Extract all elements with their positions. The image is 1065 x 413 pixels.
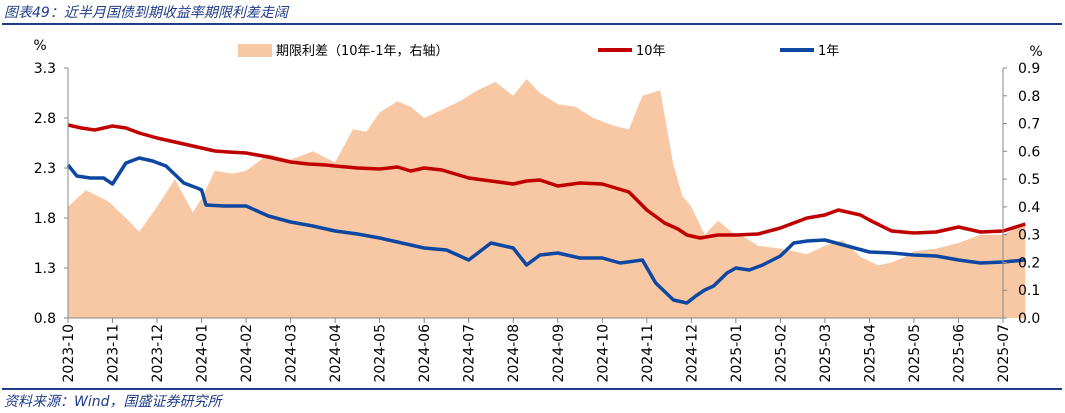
- right-tick-label: 0.7: [1018, 117, 1040, 133]
- x-tick-label: 2024-02: [239, 324, 255, 383]
- figure-source: 资料来源：Wind，国盛证券研究所: [4, 394, 222, 410]
- right-tick-label: 0.1: [1018, 283, 1040, 299]
- x-tick-label: 2024-06: [417, 324, 433, 383]
- x-tick-label: 2024-10: [595, 324, 611, 383]
- series-line-1y: [66, 156, 1026, 305]
- yield-spread-chart: 期限利差（10年-1年，右轴） 10年 1年 0.8 1.3 1.8 2.3 2.8 3.3%…: [33, 38, 1042, 383]
- left-tick-label: 2.3: [34, 161, 56, 177]
- legend-label-1y: 1年: [818, 44, 839, 59]
- right-tick-label: 0.9: [1018, 61, 1040, 77]
- x-tick-label: 2024-08: [506, 324, 522, 383]
- x-tick-label: 2024-12: [684, 324, 700, 383]
- x-tick-label: 2023-11: [106, 324, 122, 383]
- left-tick-label: 0.8: [34, 311, 56, 327]
- left-tick-label: 3.3: [34, 61, 56, 77]
- title-rule: [2, 23, 1062, 25]
- x-tick-label: 2025-02: [773, 324, 789, 383]
- x-tick-label: 2023-10: [61, 324, 77, 383]
- legend-label-10y: 10年: [636, 44, 666, 59]
- x-tick-label: 2025-05: [907, 324, 923, 383]
- x-tick-label: 2024-03: [284, 324, 300, 383]
- right-tick-label: 0.0: [1018, 311, 1040, 327]
- left-tick-label: 1.3: [34, 261, 56, 277]
- x-tick-label: 2025-07: [996, 324, 1012, 383]
- left-axis-unit: %: [33, 38, 46, 54]
- x-tick-label: 2024-07: [462, 324, 478, 383]
- chart-legend: 期限利差（10年-1年，右轴） 10年 1年: [238, 44, 839, 59]
- x-tick-label: 2023-12: [150, 324, 166, 383]
- left-tick-label: 1.8: [34, 211, 56, 227]
- right-tick-label: 0.2: [1018, 255, 1040, 271]
- source-rule: [2, 388, 1062, 390]
- x-tick-label: 2024-05: [373, 324, 389, 383]
- figure-title: 图表49：近半月国债到期收益率期限利差走阔: [4, 5, 288, 21]
- right-tick-label: 0.8: [1018, 89, 1040, 105]
- x-tick-label: 2025-06: [951, 324, 967, 383]
- left-tick-label: 2.8: [34, 111, 56, 127]
- legend-label-spread: 期限利差（10年-1年，右轴）: [276, 44, 449, 59]
- x-tick-label: 2024-04: [328, 324, 344, 383]
- series-line-10y: [67, 123, 1026, 240]
- right-tick-label: 0.3: [1018, 228, 1040, 244]
- x-tick-label: 2024-11: [640, 324, 656, 383]
- right-tick-label: 0.6: [1018, 144, 1040, 160]
- right-tick-label: 0.4: [1018, 200, 1040, 216]
- right-axis-unit: %: [1029, 44, 1042, 60]
- right-tick-label: 0.5: [1018, 172, 1040, 188]
- x-tick-label: 2025-03: [818, 324, 834, 383]
- spread-area: [68, 79, 1026, 318]
- x-tick-label: 2024-01: [195, 324, 211, 383]
- x-tick-label: 2024-09: [551, 324, 567, 383]
- legend-swatch-spread: [238, 44, 272, 57]
- x-tick-label: 2025-01: [729, 324, 745, 383]
- x-tick-label: 2025-04: [862, 324, 878, 383]
